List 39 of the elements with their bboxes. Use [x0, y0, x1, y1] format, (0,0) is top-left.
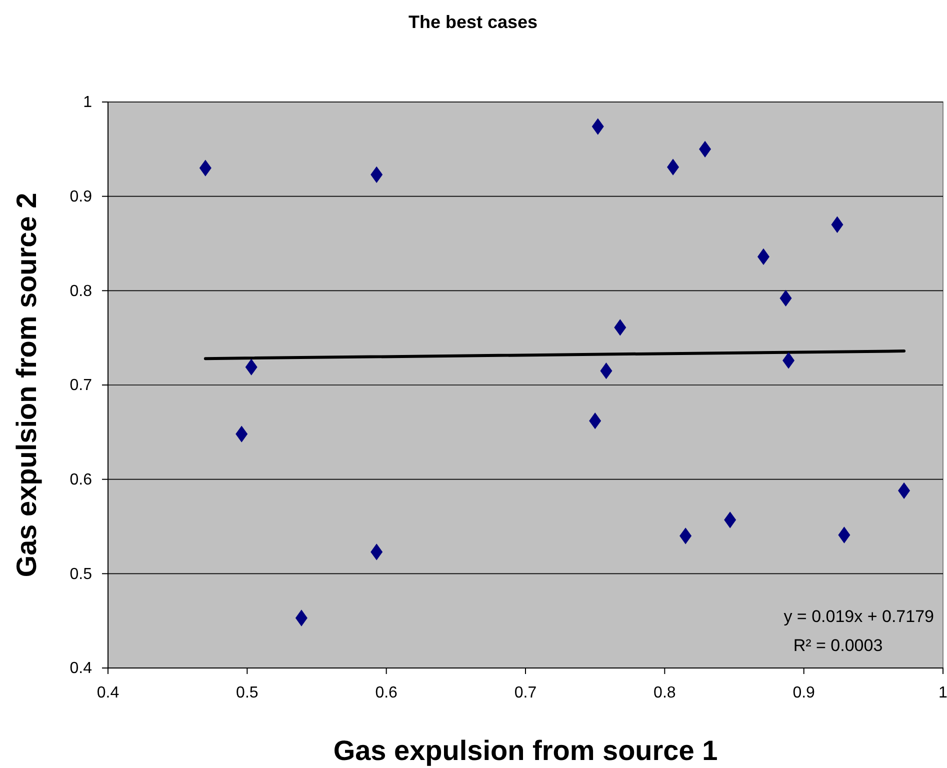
- point: [831, 216, 844, 233]
- x-tick-label: 0.7: [514, 684, 537, 702]
- y-tick-label: 0.9: [70, 188, 92, 206]
- x-tick-label: 0.6: [375, 684, 398, 702]
- y-tick-label: 0.7: [70, 377, 92, 394]
- y-tick-label: 0.4: [70, 660, 92, 678]
- point: [600, 362, 612, 380]
- x-tick-label: 0.9: [792, 684, 816, 702]
- annotation: y = 0.019x + 0.7179: [784, 607, 934, 626]
- point: [370, 544, 383, 560]
- point: [236, 426, 248, 442]
- point: [199, 160, 212, 176]
- annotation: R² = 0.0003: [793, 636, 883, 655]
- y-axis-title: Gas expulsion from source 2: [11, 192, 42, 578]
- y-tick-label: 0.5: [70, 566, 92, 583]
- point: [667, 158, 680, 176]
- point: [838, 526, 850, 544]
- point: [724, 512, 736, 528]
- point: [370, 166, 383, 183]
- x-tick-label: 0.4: [96, 684, 120, 702]
- x-axis-title: Gas expulsion from source 1: [333, 735, 718, 766]
- y-tick-label: 1: [83, 94, 92, 112]
- point: [589, 412, 602, 430]
- chart-title: The best cases: [408, 12, 538, 32]
- point: [295, 610, 308, 626]
- point: [680, 528, 692, 544]
- y-tick-label: 0.6: [70, 471, 92, 488]
- point: [245, 358, 258, 376]
- point: [898, 482, 910, 499]
- x-tick-label: 0.8: [654, 684, 676, 702]
- y-tick-label: 0.8: [70, 282, 92, 300]
- point: [757, 248, 770, 266]
- point: [780, 290, 792, 307]
- point: [699, 140, 712, 158]
- point: [614, 319, 626, 336]
- point: [782, 352, 795, 369]
- x-tick-label: 0.5: [236, 684, 258, 702]
- x-tick-label: 1: [938, 684, 947, 702]
- point: [592, 118, 604, 135]
